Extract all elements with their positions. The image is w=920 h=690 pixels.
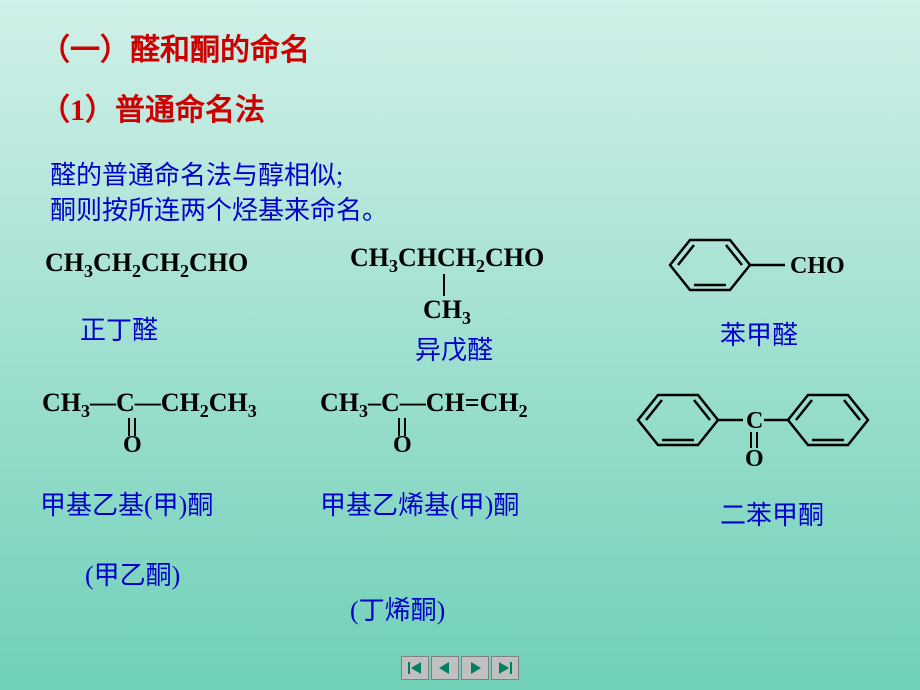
oxygen-1: O <box>123 432 142 459</box>
oxygen-2: O <box>393 432 412 459</box>
name-benzaldehyde: 苯甲醛 <box>720 315 798 352</box>
nav-button-group <box>401 656 519 680</box>
description-line-2: 酮则按所连两个烃基来命名。 <box>50 190 388 227</box>
subsection-heading: （1）普通命名法 <box>40 85 265 129</box>
nav-last-button[interactable] <box>491 656 519 680</box>
svg-text:CHO: CHO <box>790 253 845 279</box>
nav-prev-button[interactable] <box>431 656 459 680</box>
description-line-1: 醛的普通命名法与醇相似; <box>50 155 343 192</box>
nav-first-button[interactable] <box>401 656 429 680</box>
benzophenone-structure: C O <box>628 380 908 470</box>
name-mvk: 甲基乙烯基(甲)酮 <box>320 485 560 522</box>
bond-line <box>443 274 445 296</box>
section-heading: （一）醛和酮的命名 <box>40 25 310 69</box>
formula-isovaleraldehyde: CH3CHCH2CHO <box>350 243 544 277</box>
nav-next-button[interactable] <box>461 656 489 680</box>
formula-mvk: CH3–C—CH=CH2 <box>320 388 528 422</box>
benzaldehyde-structure: CHO <box>650 225 870 305</box>
name-butanal: 正丁醛 <box>80 310 158 347</box>
altname-mek: (甲乙酮) <box>85 555 180 592</box>
formula-butanal: CH3CH2CH2CHO <box>45 248 248 282</box>
formula-ch3-branch: CH3 <box>423 295 471 329</box>
name-isovaleraldehyde: 异戊醛 <box>415 330 493 367</box>
svg-text:C: C <box>746 408 763 434</box>
svg-text:O: O <box>745 446 764 470</box>
formula-mek: CH3—C—CH2CH3 <box>42 388 257 422</box>
name-benzophenone: 二苯甲酮 <box>720 495 824 532</box>
name-mek: 甲基乙基(甲)酮 <box>40 485 213 522</box>
altname-mvk: (丁烯酮) <box>350 590 445 627</box>
